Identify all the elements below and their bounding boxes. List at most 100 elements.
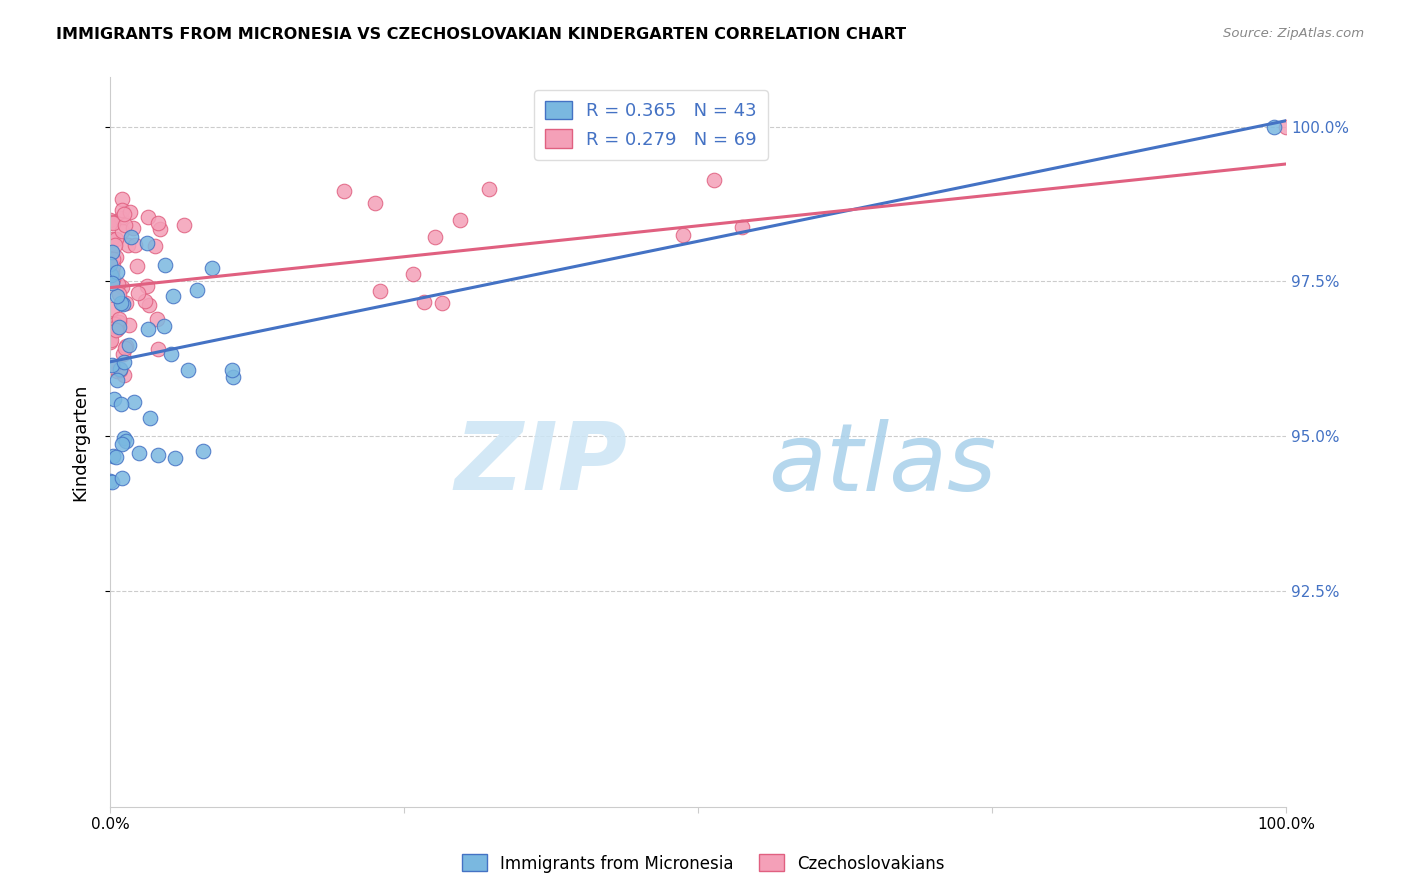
- Point: [103, 317, 125, 331]
- Point: [108, 362, 131, 376]
- Text: Source: ZipAtlas.com: Source: ZipAtlas.com: [1223, 27, 1364, 40]
- Point: [111, 347, 134, 361]
- Point: [118, 318, 141, 332]
- Point: [108, 320, 131, 334]
- Point: [111, 471, 134, 485]
- Point: [98, 257, 121, 271]
- Point: [100, 268, 122, 282]
- Point: [160, 347, 183, 361]
- Point: [104, 323, 127, 337]
- Point: [146, 448, 169, 462]
- Point: [105, 363, 128, 377]
- Point: [103, 449, 125, 463]
- Point: [138, 297, 160, 311]
- Point: [120, 230, 142, 244]
- Point: [101, 245, 124, 260]
- Point: [101, 252, 124, 266]
- Point: [110, 397, 132, 411]
- Point: [122, 395, 145, 409]
- Point: [173, 218, 195, 232]
- Point: [101, 475, 124, 489]
- Point: [104, 318, 127, 332]
- Point: [139, 411, 162, 425]
- Point: [124, 238, 146, 252]
- Point: [127, 286, 149, 301]
- Point: [101, 232, 124, 246]
- Point: [110, 192, 132, 206]
- Point: [111, 224, 134, 238]
- Point: [105, 322, 128, 336]
- Legend: R = 0.365   N = 43, R = 0.279   N = 69: R = 0.365 N = 43, R = 0.279 N = 69: [534, 90, 768, 160]
- Point: [118, 338, 141, 352]
- Point: [478, 181, 501, 195]
- Point: [135, 236, 157, 251]
- Point: [115, 296, 138, 310]
- Point: [149, 222, 172, 236]
- Point: [117, 237, 139, 252]
- Text: IMMIGRANTS FROM MICRONESIA VS CZECHOSLOVAKIAN KINDERGARTEN CORRELATION CHART: IMMIGRANTS FROM MICRONESIA VS CZECHOSLOV…: [56, 27, 907, 42]
- Point: [731, 220, 754, 235]
- Point: [104, 232, 127, 246]
- Point: [108, 363, 131, 377]
- Point: [162, 289, 184, 303]
- Point: [153, 258, 176, 272]
- Point: [703, 173, 725, 187]
- Point: [146, 311, 169, 326]
- Legend: Immigrants from Micronesia, Czechoslovakians: Immigrants from Micronesia, Czechoslovak…: [456, 847, 950, 880]
- Point: [100, 233, 122, 247]
- Point: [100, 333, 122, 347]
- Point: [101, 265, 124, 279]
- Point: [101, 360, 124, 375]
- Point: [108, 311, 131, 326]
- Point: [101, 301, 124, 316]
- Point: [112, 355, 135, 369]
- Point: [423, 229, 446, 244]
- Point: [1275, 120, 1298, 134]
- Point: [413, 295, 436, 310]
- Point: [104, 320, 127, 334]
- Point: [105, 265, 128, 279]
- Point: [148, 216, 170, 230]
- Point: [112, 296, 135, 310]
- Point: [672, 227, 695, 242]
- Point: [125, 259, 148, 273]
- Point: [165, 451, 187, 466]
- Point: [114, 219, 136, 233]
- Point: [1263, 120, 1285, 134]
- Point: [100, 213, 122, 227]
- Point: [104, 450, 127, 464]
- Point: [98, 474, 121, 488]
- Point: [222, 369, 245, 384]
- Text: atlas: atlas: [769, 418, 997, 509]
- Y-axis label: Kindergarten: Kindergarten: [72, 384, 89, 501]
- Point: [153, 319, 176, 334]
- Point: [101, 272, 124, 286]
- Point: [134, 293, 156, 308]
- Point: [114, 434, 136, 449]
- Point: [111, 202, 134, 217]
- Point: [112, 207, 135, 221]
- Point: [135, 278, 157, 293]
- Point: [121, 220, 143, 235]
- Point: [112, 431, 135, 445]
- Point: [449, 213, 471, 227]
- Point: [114, 341, 136, 355]
- Point: [110, 211, 132, 226]
- Point: [108, 315, 131, 329]
- Point: [100, 335, 122, 350]
- Point: [100, 215, 122, 229]
- Point: [136, 322, 159, 336]
- Point: [101, 358, 124, 372]
- Point: [101, 259, 124, 273]
- Point: [111, 280, 134, 294]
- Point: [103, 215, 125, 229]
- Point: [128, 445, 150, 459]
- Point: [193, 443, 215, 458]
- Point: [104, 238, 127, 252]
- Point: [143, 239, 166, 253]
- Point: [110, 295, 132, 310]
- Point: [136, 210, 159, 224]
- Point: [118, 204, 141, 219]
- Point: [105, 373, 128, 387]
- Point: [103, 392, 125, 407]
